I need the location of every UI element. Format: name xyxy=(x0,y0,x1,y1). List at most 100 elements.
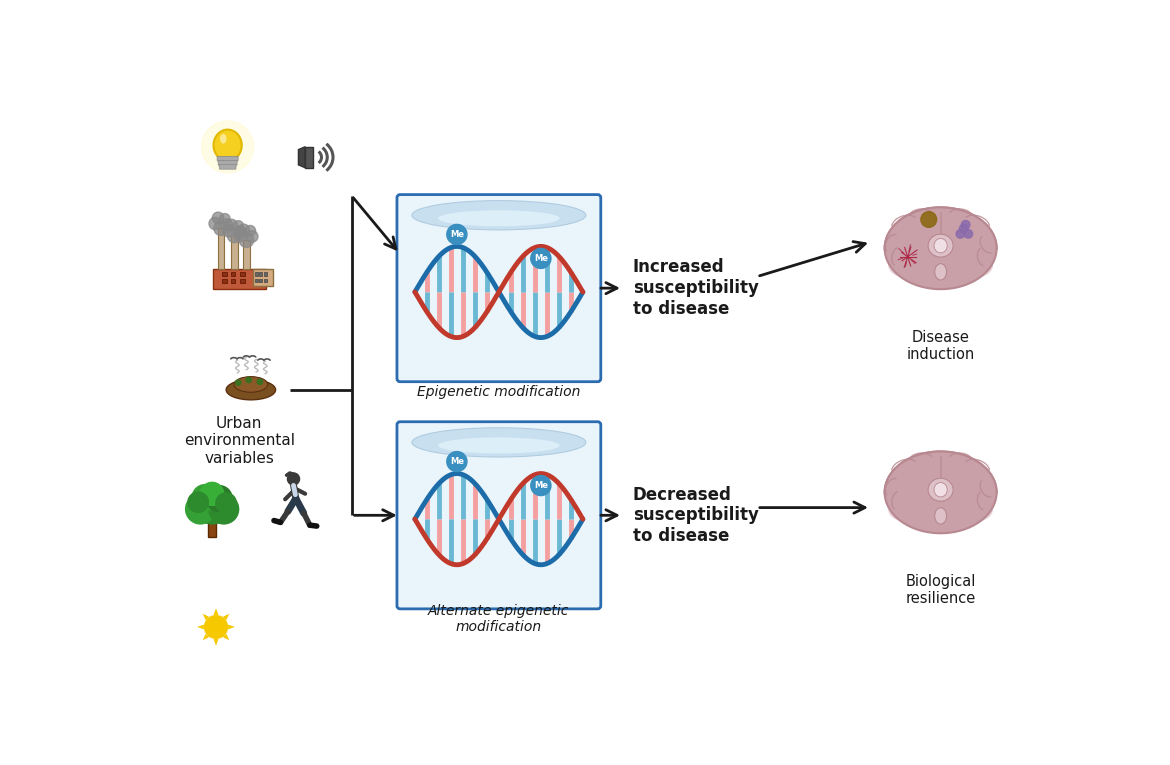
Polygon shape xyxy=(214,639,219,646)
Ellipse shape xyxy=(957,497,993,522)
Circle shape xyxy=(215,493,236,513)
Ellipse shape xyxy=(885,451,997,533)
Circle shape xyxy=(214,221,228,236)
Circle shape xyxy=(221,219,233,230)
Polygon shape xyxy=(222,633,229,640)
FancyBboxPatch shape xyxy=(255,279,257,282)
Circle shape xyxy=(921,212,937,227)
Ellipse shape xyxy=(885,207,997,289)
Circle shape xyxy=(257,379,262,385)
Circle shape xyxy=(531,476,551,496)
Text: Me: Me xyxy=(534,481,548,490)
Circle shape xyxy=(227,228,242,243)
Ellipse shape xyxy=(888,253,924,278)
Ellipse shape xyxy=(928,478,954,501)
Circle shape xyxy=(192,485,218,510)
FancyBboxPatch shape xyxy=(208,519,215,537)
Circle shape xyxy=(956,230,965,238)
Circle shape xyxy=(233,220,243,231)
Circle shape xyxy=(200,483,223,506)
Circle shape xyxy=(220,213,230,224)
Circle shape xyxy=(201,121,254,173)
Ellipse shape xyxy=(934,239,948,253)
Circle shape xyxy=(212,212,223,223)
Circle shape xyxy=(234,230,247,242)
FancyBboxPatch shape xyxy=(875,250,1006,306)
Circle shape xyxy=(186,494,215,524)
Ellipse shape xyxy=(412,200,586,230)
Ellipse shape xyxy=(888,497,924,522)
Circle shape xyxy=(964,230,972,238)
FancyBboxPatch shape xyxy=(219,164,236,169)
Circle shape xyxy=(959,224,968,233)
FancyBboxPatch shape xyxy=(240,272,245,276)
Circle shape xyxy=(193,485,232,524)
Circle shape xyxy=(205,616,227,638)
Polygon shape xyxy=(298,147,305,168)
Ellipse shape xyxy=(951,249,999,282)
Circle shape xyxy=(246,377,252,382)
Circle shape xyxy=(238,224,249,236)
Ellipse shape xyxy=(226,379,276,400)
Ellipse shape xyxy=(412,428,586,457)
Text: Disease
induction: Disease induction xyxy=(907,330,975,362)
Circle shape xyxy=(247,231,259,243)
FancyBboxPatch shape xyxy=(397,194,600,382)
FancyBboxPatch shape xyxy=(260,279,262,282)
FancyBboxPatch shape xyxy=(243,240,250,269)
Circle shape xyxy=(234,226,246,237)
Circle shape xyxy=(962,220,970,229)
Circle shape xyxy=(235,380,241,386)
Ellipse shape xyxy=(935,264,947,280)
Ellipse shape xyxy=(882,249,930,282)
Text: Me: Me xyxy=(450,230,463,239)
Ellipse shape xyxy=(957,253,993,278)
FancyBboxPatch shape xyxy=(222,279,227,283)
Ellipse shape xyxy=(885,207,997,289)
FancyBboxPatch shape xyxy=(255,272,257,275)
Ellipse shape xyxy=(885,451,997,533)
FancyBboxPatch shape xyxy=(397,422,600,609)
FancyBboxPatch shape xyxy=(264,279,267,282)
Circle shape xyxy=(226,220,238,231)
Ellipse shape xyxy=(935,508,947,524)
Polygon shape xyxy=(202,614,209,620)
Ellipse shape xyxy=(882,493,930,526)
FancyBboxPatch shape xyxy=(218,156,239,161)
Circle shape xyxy=(531,249,551,269)
Ellipse shape xyxy=(438,438,559,454)
Ellipse shape xyxy=(234,376,268,392)
Circle shape xyxy=(447,224,467,244)
Circle shape xyxy=(222,224,235,237)
Circle shape xyxy=(206,486,232,512)
Text: Me: Me xyxy=(450,457,463,466)
Text: Me: Me xyxy=(534,254,548,263)
FancyBboxPatch shape xyxy=(232,236,238,269)
Circle shape xyxy=(209,494,239,524)
Ellipse shape xyxy=(951,493,999,526)
Ellipse shape xyxy=(438,210,559,226)
Circle shape xyxy=(288,473,300,485)
FancyBboxPatch shape xyxy=(875,494,1006,550)
Text: Alternate epigenetic
modification: Alternate epigenetic modification xyxy=(428,604,570,634)
Ellipse shape xyxy=(934,483,948,497)
FancyBboxPatch shape xyxy=(260,272,262,275)
Text: Epigenetic modification: Epigenetic modification xyxy=(418,385,580,399)
Polygon shape xyxy=(222,614,229,620)
Ellipse shape xyxy=(213,129,242,161)
FancyBboxPatch shape xyxy=(222,272,227,276)
Polygon shape xyxy=(214,608,219,615)
Text: Increased
susceptibility
to disease: Increased susceptibility to disease xyxy=(633,259,759,318)
Circle shape xyxy=(209,217,221,230)
Polygon shape xyxy=(305,147,312,168)
Ellipse shape xyxy=(220,134,227,144)
FancyBboxPatch shape xyxy=(230,279,235,283)
Circle shape xyxy=(188,492,208,513)
Polygon shape xyxy=(228,624,235,630)
FancyBboxPatch shape xyxy=(230,272,235,276)
Text: Biological
resilience: Biological resilience xyxy=(906,574,976,606)
Ellipse shape xyxy=(928,234,954,257)
Circle shape xyxy=(447,451,467,471)
Polygon shape xyxy=(197,624,204,630)
Circle shape xyxy=(245,226,255,236)
